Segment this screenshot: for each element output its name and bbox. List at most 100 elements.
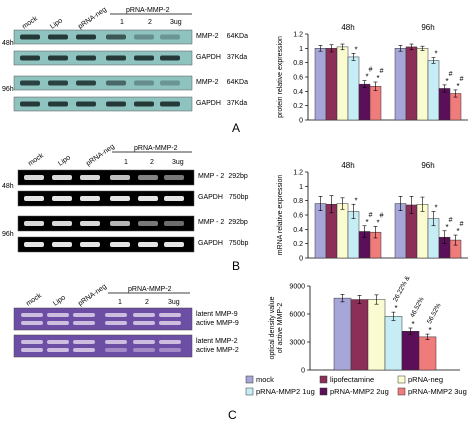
lane-group-label: pRNA-MMP-2	[134, 145, 178, 152]
time-label-96h: 96h	[2, 231, 14, 238]
lane-label-prna-neg: pRNA-neg	[77, 6, 108, 31]
western-band-0-5	[160, 34, 180, 40]
lane-label-lipo: Lipo	[57, 154, 72, 167]
zymo-band-active-1-5	[159, 348, 181, 352]
rtpcr-band-3-5	[164, 242, 184, 247]
y-tick-label: 1	[299, 46, 303, 53]
western-band-3-0	[20, 101, 40, 107]
lane-label-2ug: 2	[145, 299, 149, 306]
zymo-band-latent-0-4	[133, 313, 155, 317]
chart-a: protein relative expression 0 0.2 0.4 0.6 0.8…	[277, 23, 468, 125]
zymo-band-active-0-5	[159, 321, 181, 325]
lane-label-1ug: 1	[120, 19, 124, 26]
bar	[325, 48, 338, 121]
zymo-band-active-0-2	[73, 321, 95, 325]
rtpcr-band-1-4	[138, 196, 158, 201]
zymo-band-latent-1-4	[133, 340, 155, 344]
zymo-band-latent-1-0	[21, 340, 43, 344]
significance-star: *	[429, 326, 432, 335]
significance-hash: #	[460, 221, 464, 228]
legend-swatch	[397, 387, 406, 396]
significance-hash: #	[369, 212, 373, 219]
y-tick-label: 0.4	[293, 227, 303, 234]
zymo-band-latent-1-3	[105, 340, 127, 344]
y-tick-label: 1.2	[293, 170, 303, 177]
legend-swatch	[245, 375, 254, 384]
y-tick-label: 1	[299, 184, 303, 191]
bar	[438, 88, 451, 121]
significance-star: *	[457, 82, 460, 91]
significance-star: *	[395, 304, 398, 313]
zymo-band-active-0-0	[21, 321, 43, 325]
rtpcr-band-0-4	[138, 175, 158, 180]
gel-strips-b	[17, 169, 195, 253]
rtpcr-band-1-5	[164, 196, 184, 201]
western-band-2-4	[134, 80, 154, 86]
bar	[314, 203, 327, 259]
significance-star: *	[377, 74, 380, 83]
western-band-2-0	[20, 80, 40, 86]
zymo-band-active-1-3	[105, 348, 127, 352]
legend-item: mock	[256, 375, 274, 384]
western-band-3-4	[134, 101, 154, 107]
rtpcr-band-1-1	[52, 196, 72, 201]
legend-swatch	[397, 375, 406, 384]
significance-hash: #	[460, 76, 464, 83]
lane-label-3ug: 3ug	[172, 159, 184, 166]
significance-hash: #	[449, 71, 453, 78]
rtpcr-band-2-1	[52, 221, 72, 226]
panel-a-band-labels: MMP-2 64KDa GAPDH 37Kda MMP-2 64KDa GAPDH 37…	[196, 33, 248, 107]
blot-strips-a	[13, 29, 193, 112]
bar	[427, 60, 440, 121]
legend-item: pRNA-neg	[408, 375, 443, 384]
lane-label-prna-neg: pRNA-neg	[85, 143, 116, 168]
zymo-band-active-0-3	[105, 321, 127, 325]
rtpcr-band-3-4	[138, 242, 158, 247]
western-band-2-5	[160, 80, 180, 86]
band-label-48h-gapdh: GAPDH 37Kda	[196, 54, 247, 61]
zymo-strip-0	[13, 307, 193, 331]
rtpcr-band-0-2	[80, 175, 100, 180]
chart-b: mRNA relative expression 0 0.2 0.4 0.6 0.8 1 1.…	[277, 161, 468, 263]
y-tick-label: 0.8	[293, 198, 303, 205]
significance-star: *	[457, 227, 460, 236]
bar	[418, 336, 437, 371]
bar	[394, 48, 407, 121]
y-tick-label: 0	[299, 118, 303, 125]
bar	[416, 204, 429, 259]
rtpcr-strip-0	[17, 169, 195, 186]
lane-label-mock: mock	[21, 15, 39, 31]
zymo-band-latent-1-1	[47, 340, 69, 344]
rtpcr-band-3-1	[52, 242, 72, 247]
panel-letter-c: C	[228, 408, 237, 422]
bar	[336, 46, 349, 121]
lane-group-label: pRNA-MMP-2	[126, 7, 170, 14]
panel-c-zymogram: mock Lipo pRNA-neg pRNA-MMP-2 1 2 3ug la…	[13, 283, 239, 358]
panel-a-time-labels: 48h 96h	[2, 40, 14, 93]
zymo-band-active-1-0	[21, 348, 43, 352]
bar	[394, 203, 407, 259]
panel-c-lanes: mock Lipo pRNA-neg pRNA-MMP-2 1 2 3ug	[25, 283, 190, 308]
significance-star: *	[435, 50, 438, 59]
lane-label-lipo: Lipo	[49, 17, 64, 30]
category-label: 96h	[421, 161, 434, 170]
time-label-48h: 48h	[2, 183, 14, 190]
rtpcr-band-0-3	[110, 175, 130, 180]
panel-a-lanes: mock Lipo pRNA-neg pRNA-MMP-2 1 2 3ug	[21, 6, 192, 31]
lane-label-lipo: Lipo	[52, 294, 67, 307]
bar	[401, 331, 420, 371]
legend-item: pRNA-MMP2 3ug	[408, 387, 467, 396]
western-band-1-0	[20, 55, 40, 61]
western-band-1-2	[76, 55, 96, 61]
y-tick-label: 0.2	[293, 103, 303, 110]
zymo-band-latent-0-0	[21, 313, 43, 317]
significance-star: *	[355, 196, 358, 205]
western-strip-1	[13, 50, 193, 66]
y-axis-label-line: optical density value	[269, 296, 276, 359]
y-axis-label: protein relative expression	[277, 36, 284, 118]
western-band-2-3	[106, 80, 126, 86]
bar	[333, 297, 352, 371]
bar	[358, 83, 371, 121]
lane-label-prna-neg: pRNA-neg	[77, 283, 108, 308]
